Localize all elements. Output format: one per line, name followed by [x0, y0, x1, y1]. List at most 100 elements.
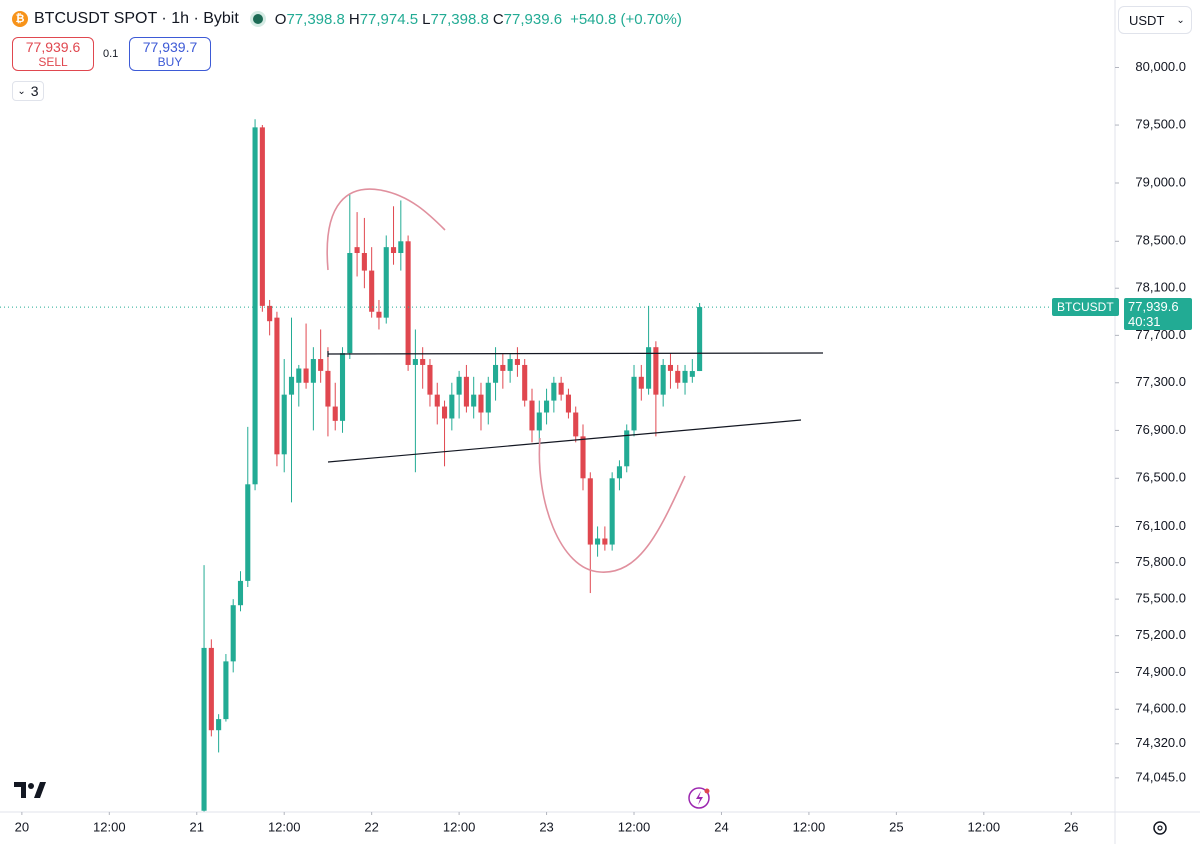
- x-tick-label: 20: [15, 819, 29, 834]
- change: +540.8 (+0.70%): [570, 10, 682, 28]
- y-tick-label: 76,500.0: [1135, 470, 1186, 485]
- trend-line: [327, 352, 824, 355]
- buy-price: 77,939.7: [142, 39, 198, 55]
- candle-body: [646, 347, 652, 389]
- indicators-toggle[interactable]: ⌄ 3: [12, 81, 44, 101]
- candle-body: [201, 647, 207, 811]
- highlight-curve: [538, 437, 686, 573]
- candle-body: [667, 364, 674, 371]
- candle-body: [544, 400, 550, 413]
- candle-body: [558, 382, 564, 395]
- indicators-count: 3: [30, 83, 39, 99]
- candle-body: [259, 127, 265, 306]
- candle-body: [318, 359, 324, 371]
- candle-body: [267, 305, 273, 322]
- ohlc-value: 77,974.5: [359, 10, 419, 28]
- x-tick-label: 24: [714, 819, 728, 834]
- candle-body: [405, 241, 411, 365]
- candle-body: [602, 538, 608, 545]
- ohlc-key: L: [422, 10, 431, 28]
- y-tick-label: 77,300.0: [1135, 374, 1186, 389]
- x-tick-label: 12:00: [93, 819, 126, 834]
- sell-button[interactable]: 77,939.6 SELL: [12, 37, 94, 71]
- ohlc: O77,398.8 H77,974.5 L77,398.8 C77,939.6: [271, 11, 562, 28]
- candle-body: [653, 347, 659, 395]
- candle-body: [245, 484, 251, 581]
- y-tick-label: 74,320.0: [1135, 735, 1186, 750]
- drawings: [326, 188, 824, 573]
- symbol: BTCUSDT SPOT · 1h · Bybit: [34, 10, 239, 27]
- y-tick-label: 75,800.0: [1135, 554, 1186, 569]
- settings-icon[interactable]: [1153, 821, 1167, 835]
- candle-body: [223, 661, 229, 720]
- candle-body: [398, 241, 404, 254]
- trend-line: [327, 419, 802, 463]
- candle-body: [216, 719, 222, 731]
- candle-body: [288, 376, 295, 395]
- candle-body: [580, 436, 586, 479]
- candle-body: [551, 382, 557, 401]
- status-dot: [252, 14, 263, 24]
- candle-body: [675, 370, 681, 383]
- sell-price: 77,939.6: [25, 39, 81, 55]
- candle-body: [500, 364, 506, 371]
- y-tick-label: 79,500.0: [1135, 116, 1186, 131]
- x-tick-label: 12:00: [268, 819, 301, 834]
- buy-button[interactable]: 77,939.7 BUY: [129, 37, 211, 71]
- candle-body: [420, 359, 426, 365]
- candle-body: [616, 466, 622, 479]
- ohlc-value: 77,939.6: [503, 10, 563, 28]
- sell-label: SELL: [38, 55, 68, 69]
- candle-body: [478, 394, 484, 413]
- lightning-icon[interactable]: [688, 787, 710, 809]
- x-tick-label: 12:00: [618, 819, 651, 834]
- candle-body: [463, 376, 469, 407]
- currency: USDT: [1129, 12, 1165, 28]
- candle-body: [361, 253, 367, 271]
- candle-body: [471, 394, 477, 407]
- ohlc-key: C: [492, 10, 504, 28]
- y-tick-label: 75,500.0: [1135, 591, 1186, 606]
- candle-body: [595, 538, 601, 545]
- candle-body: [609, 478, 615, 545]
- candle-body: [347, 253, 353, 354]
- candle-body: [660, 364, 666, 395]
- y-tick-label: 79,000.0: [1135, 174, 1186, 189]
- coin-icon: ₿: [12, 11, 28, 27]
- x-tick-label: 26: [1064, 819, 1078, 834]
- x-tick-label: 21: [190, 819, 204, 834]
- candle-body: [383, 247, 389, 318]
- candles: [201, 119, 703, 812]
- candle-body: [697, 307, 703, 372]
- y-tick-label: 74,900.0: [1135, 664, 1186, 679]
- x-tick-label: 23: [539, 819, 553, 834]
- candle-body: [485, 382, 491, 413]
- candle-body: [412, 359, 418, 365]
- y-tick-label: 80,000.0: [1135, 59, 1186, 74]
- quantity: 0.1: [103, 48, 119, 60]
- ohlc-value: 77,398.8: [430, 10, 489, 28]
- candle-body: [390, 247, 397, 254]
- candle-body: [339, 353, 346, 421]
- price-tag-symbol: BTCUSDT: [1052, 298, 1119, 317]
- candle-body: [493, 364, 499, 383]
- candle-body: [296, 368, 302, 383]
- candle-body: [507, 359, 513, 371]
- candle-body: [587, 478, 593, 545]
- x-tick-label: 25: [889, 819, 903, 834]
- candle-body: [252, 127, 258, 485]
- legend: ₿ BTCUSDT SPOT · 1h · Bybit O77,398.8 H77…: [12, 8, 682, 30]
- price-tag-price: 77,939.6: [1128, 299, 1179, 315]
- candle-body: [536, 412, 542, 431]
- candle-body: [354, 247, 360, 254]
- y-tick-label: 78,100.0: [1135, 280, 1186, 295]
- currency-select[interactable]: USDT ⌄: [1118, 6, 1192, 34]
- y-tick-label: 75,200.0: [1135, 627, 1186, 642]
- candle-body: [281, 394, 287, 455]
- countdown: 40:31: [1128, 314, 1161, 330]
- price-tag: 77,939.6 40:31: [1124, 298, 1192, 331]
- x-tick-label: 12:00: [968, 819, 1001, 834]
- buy-label: BUY: [157, 55, 183, 69]
- candle-body: [441, 406, 448, 419]
